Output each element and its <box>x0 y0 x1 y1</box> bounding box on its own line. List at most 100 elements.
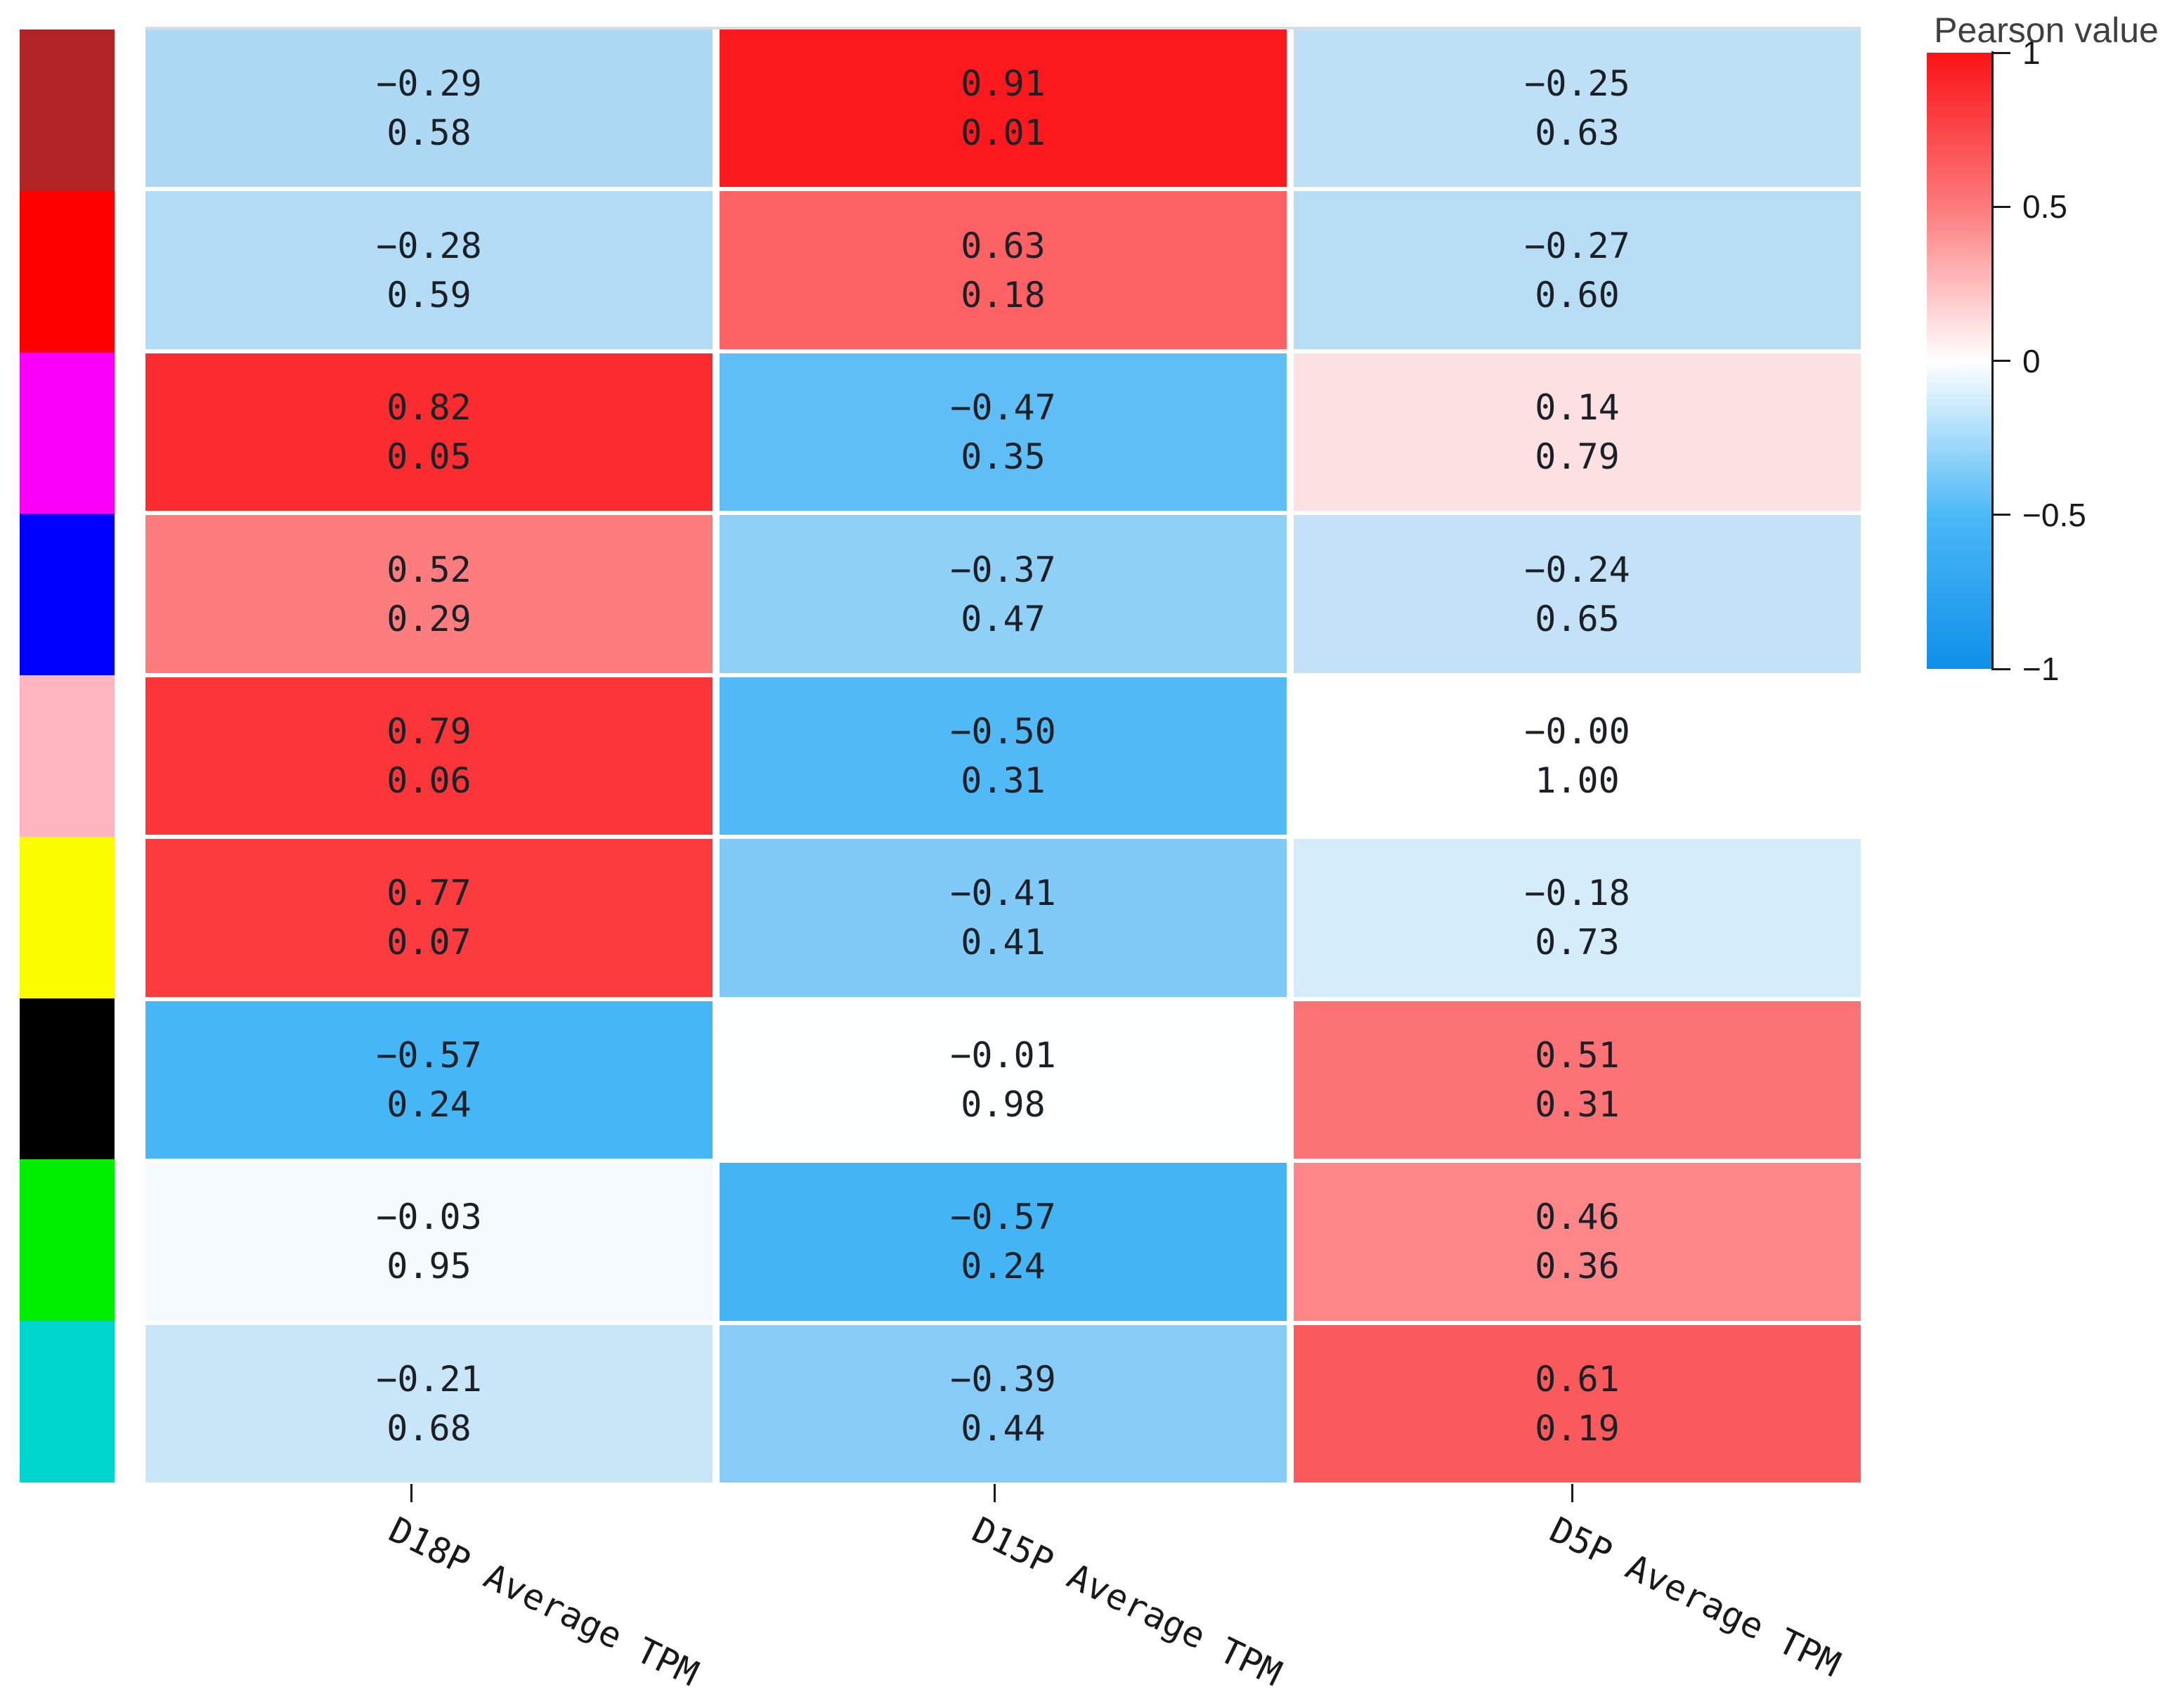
p-value: 0.31 <box>961 760 1046 801</box>
p-value: 0.47 <box>961 598 1046 639</box>
pearson-value: −0.37 <box>950 549 1056 590</box>
heatmap-cell-r8c2: −0.57 0.24 <box>720 1163 1287 1321</box>
colorbar-tick-label-3: 0 <box>2022 342 2041 379</box>
heatmap-cell-r2c3: −0.27 0.60 <box>1294 191 1861 349</box>
p-value: 0.60 <box>1535 274 1620 315</box>
p-value: 0.63 <box>1535 112 1620 154</box>
heatmap-cell-r8c1: −0.03 0.95 <box>145 1163 713 1321</box>
pearson-value: 0.46 <box>1535 1197 1620 1238</box>
p-value: 0.05 <box>386 436 472 478</box>
pearson-value: 0.82 <box>386 387 472 429</box>
colorbar-tick-5 <box>1994 667 2010 670</box>
p-value: 0.59 <box>386 274 472 315</box>
p-value: 0.41 <box>961 922 1046 963</box>
x-axis-label-1: D18P Average TPM <box>382 1509 705 1694</box>
pearson-value: −0.21 <box>376 1358 482 1400</box>
pearson-value: −0.57 <box>376 1034 482 1076</box>
heatmap-cell-r3c1: 0.82 0.05 <box>145 353 713 512</box>
heatmap-cell-r6c2: −0.41 0.41 <box>720 839 1287 997</box>
colorbar-tick-label-1: 1 <box>2022 34 2041 71</box>
p-value: 0.06 <box>386 760 472 801</box>
colorbar-gradient <box>1927 53 1991 669</box>
row-swatch-5 <box>20 675 115 837</box>
pearson-value: 0.79 <box>386 710 472 752</box>
heatmap-top-edge <box>145 27 1861 30</box>
heatmap-cell-r5c2: −0.50 0.31 <box>720 677 1287 835</box>
p-value: 0.01 <box>961 112 1046 154</box>
pearson-value: −0.01 <box>950 1034 1056 1076</box>
heatmap-cell-r5c3: −0.00 1.00 <box>1294 677 1861 835</box>
row-swatch-3 <box>20 352 115 514</box>
heatmap-cell-r9c2: −0.39 0.44 <box>720 1324 1287 1483</box>
p-value: 0.24 <box>961 1246 1046 1287</box>
pearson-value: −0.47 <box>950 387 1056 429</box>
heatmap-cell-r5c1: 0.79 0.06 <box>145 677 713 835</box>
row-swatch-2 <box>20 190 115 353</box>
p-value: 0.68 <box>386 1407 472 1449</box>
pearson-value: −0.03 <box>376 1197 482 1238</box>
p-value: 0.31 <box>1535 1083 1620 1125</box>
heatmap-cell-r6c3: −0.18 0.73 <box>1294 839 1861 997</box>
row-swatch-4 <box>20 514 115 676</box>
heatmap-cell-r1c2: 0.91 0.01 <box>720 30 1287 188</box>
heatmap-cell-r9c1: −0.21 0.68 <box>145 1324 713 1483</box>
pearson-value: 0.63 <box>961 225 1046 266</box>
heatmap-cell-r7c1: −0.57 0.24 <box>145 1001 713 1159</box>
p-value: 0.98 <box>961 1083 1046 1125</box>
pearson-value: 0.51 <box>1535 1034 1620 1076</box>
x-tick-2 <box>994 1484 996 1502</box>
pearson-value: −0.50 <box>950 710 1056 752</box>
row-swatch-6 <box>20 836 115 998</box>
p-value: 0.79 <box>1535 436 1620 478</box>
pearson-value: 0.14 <box>1535 387 1620 429</box>
colorbar-tick-1 <box>1994 51 2010 54</box>
heatmap-cell-r1c1: −0.29 0.58 <box>145 30 713 188</box>
heatmap-grid: −0.29 0.58 0.91 0.01 −0.25 0.63 −0.28 0.59 0.63 0… <box>145 30 1861 1483</box>
p-value: 0.29 <box>386 598 472 639</box>
p-value: 0.73 <box>1535 922 1620 963</box>
colorbar-tick-label-4: −0.5 <box>2022 496 2086 533</box>
pearson-value: −0.24 <box>1524 549 1630 590</box>
heatmap-cell-r7c3: 0.51 0.31 <box>1294 1001 1861 1159</box>
pearson-value: 0.77 <box>386 873 472 914</box>
heatmap-cell-r3c3: 0.14 0.79 <box>1294 353 1861 512</box>
pearson-value: −0.00 <box>1524 710 1630 752</box>
pearson-value: 0.61 <box>1535 1358 1620 1400</box>
p-value: 0.58 <box>386 112 472 154</box>
pearson-value: −0.25 <box>1524 63 1630 105</box>
pearson-value: 0.52 <box>386 549 472 590</box>
p-value: 0.24 <box>386 1083 472 1125</box>
heatmap-cell-r1c3: −0.25 0.63 <box>1294 30 1861 188</box>
heatmap-cell-r3c2: −0.47 0.35 <box>720 353 1287 512</box>
heatmap-cell-r8c3: 0.46 0.36 <box>1294 1163 1861 1321</box>
row-swatch-7 <box>20 998 115 1160</box>
pearson-value: −0.39 <box>950 1358 1056 1400</box>
heatmap-cell-r7c2: −0.01 0.98 <box>720 1001 1287 1159</box>
pearson-value: −0.57 <box>950 1197 1056 1238</box>
heatmap-cell-r4c1: 0.52 0.29 <box>145 515 713 673</box>
x-tick-3 <box>1571 1484 1573 1502</box>
pearson-value: −0.18 <box>1524 873 1630 914</box>
colorbar-tick-label-2: 0.5 <box>2022 188 2067 226</box>
p-value: 0.35 <box>961 436 1046 478</box>
pearson-value: 0.91 <box>961 63 1046 105</box>
pearson-value: −0.28 <box>376 225 482 266</box>
x-axis-label-2: D15P Average TPM <box>966 1509 1288 1694</box>
pearson-value: −0.27 <box>1524 225 1630 266</box>
p-value: 0.44 <box>961 1407 1046 1449</box>
row-swatch-8 <box>20 1159 115 1322</box>
heatmap-cell-r2c1: −0.28 0.59 <box>145 191 713 349</box>
heatmap-cell-r4c2: −0.37 0.47 <box>720 515 1287 673</box>
colorbar-title: Pearson value <box>1934 11 2159 50</box>
x-axis-label-3: D5P Average TPM <box>1543 1509 1847 1686</box>
colorbar-tick-3 <box>1994 360 2010 362</box>
pearson-value: −0.29 <box>376 63 482 105</box>
row-swatch-9 <box>20 1321 115 1483</box>
p-value: 0.65 <box>1535 598 1620 639</box>
pearson-value: −0.41 <box>950 873 1056 914</box>
p-value: 0.07 <box>386 922 472 963</box>
row-color-strip <box>20 30 115 1483</box>
row-swatch-1 <box>20 30 115 191</box>
heatmap-cell-r9c3: 0.61 0.19 <box>1294 1324 1861 1483</box>
heatmap-cell-r6c1: 0.77 0.07 <box>145 839 713 997</box>
